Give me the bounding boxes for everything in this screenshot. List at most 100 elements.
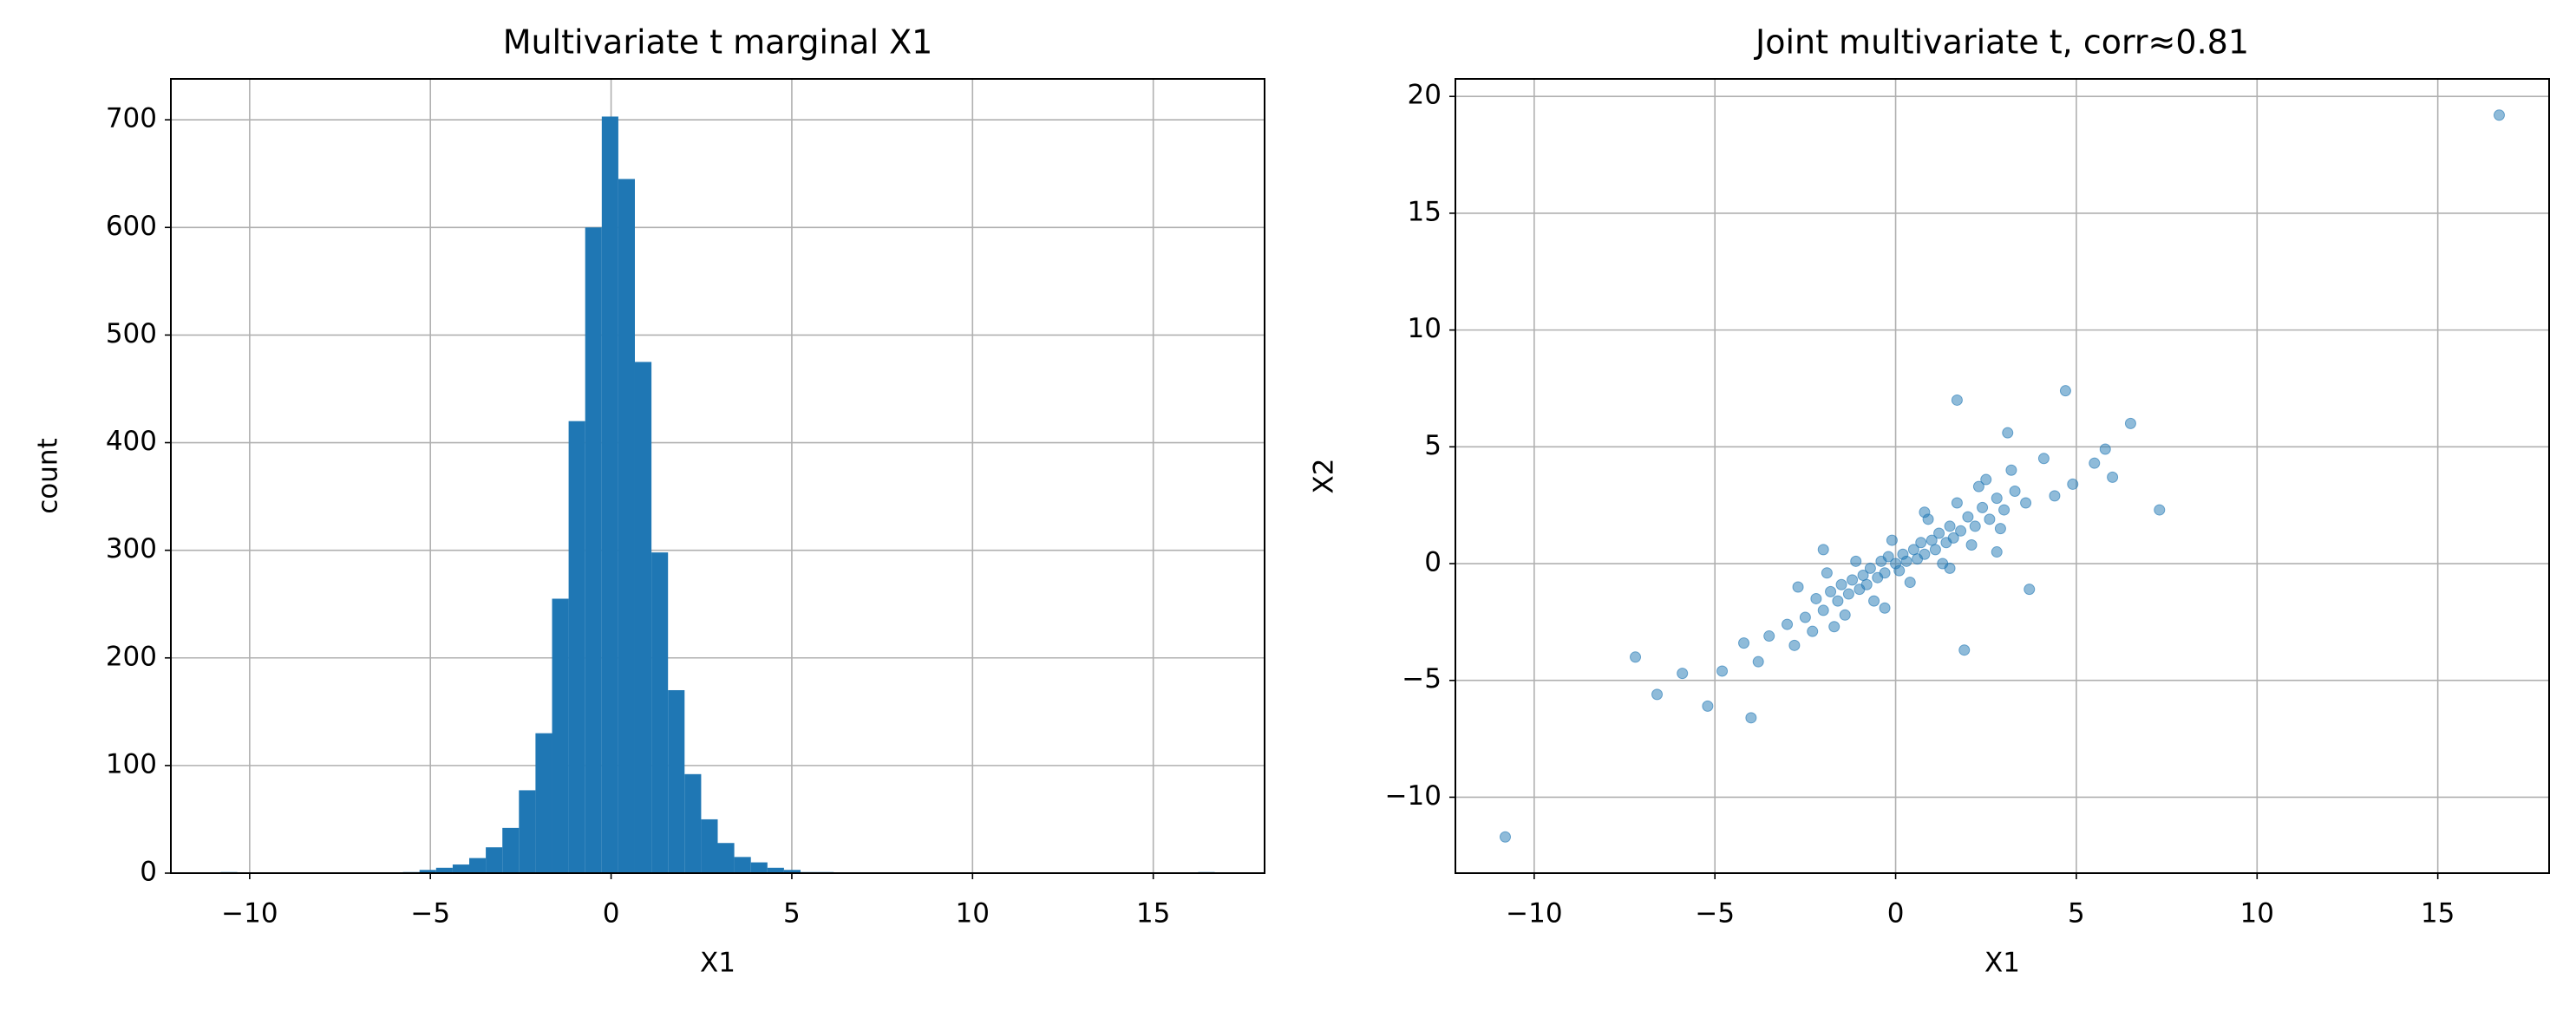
bar xyxy=(469,858,487,873)
point xyxy=(2107,471,2119,483)
point xyxy=(1951,394,1963,406)
point xyxy=(1998,504,2010,516)
point xyxy=(2002,427,2014,439)
point xyxy=(1915,537,1927,549)
point xyxy=(1882,551,1894,563)
point xyxy=(1994,523,2006,535)
point xyxy=(2024,584,2036,596)
bar xyxy=(535,733,552,873)
point xyxy=(1651,688,1664,701)
bar xyxy=(750,862,768,873)
point xyxy=(1893,564,1906,577)
y-axis-label: count xyxy=(33,438,64,513)
bar xyxy=(668,689,685,873)
point xyxy=(1828,621,1840,633)
point xyxy=(1958,644,1971,656)
bar xyxy=(519,790,536,873)
point xyxy=(1752,656,1764,668)
point xyxy=(1850,555,1862,567)
point xyxy=(1929,544,1941,556)
axes-frame xyxy=(1455,78,2550,874)
point xyxy=(1947,532,1959,544)
point xyxy=(1807,625,1819,637)
point xyxy=(1763,630,1775,642)
point xyxy=(1919,506,1931,519)
y-tick-label: 0 xyxy=(140,857,157,888)
y-tick-label: 10 xyxy=(1408,313,1442,344)
bar xyxy=(717,843,735,873)
point xyxy=(1500,831,1512,843)
point xyxy=(2009,486,2021,498)
point xyxy=(1792,581,1804,593)
bar xyxy=(585,227,602,873)
point xyxy=(1817,604,1829,616)
point xyxy=(1799,611,1811,623)
y-tick-label: 300 xyxy=(106,533,157,564)
point xyxy=(1782,618,1794,630)
y-tick-label: 600 xyxy=(106,211,157,242)
point xyxy=(1955,525,1967,537)
x-tick-label: 15 xyxy=(1136,898,1170,929)
bar xyxy=(618,179,635,873)
axes: Joint multivariate t, corr≈0.81 X1 X2 −10 −5… xyxy=(1309,23,2550,979)
x-tick-label: 0 xyxy=(1887,898,1905,929)
point xyxy=(1944,520,1956,532)
y-tick-label: 500 xyxy=(106,318,157,349)
point xyxy=(2493,109,2505,121)
point xyxy=(2020,497,2032,509)
point xyxy=(2037,453,2050,465)
point xyxy=(2124,417,2136,429)
x-tick-label: 10 xyxy=(2240,898,2274,929)
x-tick-label: −10 xyxy=(221,898,278,929)
point xyxy=(1842,588,1854,600)
point xyxy=(1900,555,1912,567)
y-tick-label: −10 xyxy=(1385,780,1442,812)
point xyxy=(1716,665,1729,677)
point xyxy=(1886,534,1898,546)
point xyxy=(1980,473,1992,486)
y-tick-label: 100 xyxy=(106,748,157,779)
bar xyxy=(435,867,453,873)
point xyxy=(1991,492,2003,505)
axes: Multivariate t marginal X1 X1 count −10 −5 0 5… xyxy=(33,23,1265,979)
point xyxy=(1847,574,1859,586)
axes-frame xyxy=(170,78,1265,874)
point xyxy=(1965,538,1978,551)
point xyxy=(2089,457,2101,469)
x-tick-label: 0 xyxy=(603,898,620,929)
y-tick-label: 0 xyxy=(1424,547,1442,578)
y-tick-label: 400 xyxy=(106,426,157,457)
y-tick-label: 15 xyxy=(1408,196,1442,227)
bar xyxy=(552,598,569,873)
point xyxy=(1817,544,1829,556)
point xyxy=(1904,577,1916,589)
point xyxy=(1864,562,1876,574)
point xyxy=(2005,464,2017,476)
chart-title: Joint multivariate t, corr≈0.81 xyxy=(1754,23,2249,62)
y-tick-label: 700 xyxy=(106,103,157,134)
bar xyxy=(452,864,470,873)
x-tick-label: −5 xyxy=(410,898,450,929)
point xyxy=(1788,639,1801,651)
point xyxy=(1832,595,1844,607)
bar xyxy=(684,773,702,873)
y-tick-label: 20 xyxy=(1408,80,1442,111)
point xyxy=(1825,585,1837,597)
bar xyxy=(734,857,751,873)
x-tick-label: 5 xyxy=(2068,898,2085,929)
point xyxy=(1630,651,1642,663)
point xyxy=(1860,578,1873,590)
point xyxy=(1702,700,1714,712)
y-tick-label: 5 xyxy=(1424,430,1442,461)
point xyxy=(1962,511,1974,523)
bar xyxy=(767,867,784,873)
point xyxy=(1919,548,1931,560)
point xyxy=(1984,513,1996,525)
point xyxy=(1868,595,1880,607)
point xyxy=(1933,527,1945,539)
point xyxy=(1821,567,1833,579)
point xyxy=(1972,480,1984,492)
point xyxy=(1745,712,1757,724)
point xyxy=(2059,385,2071,397)
